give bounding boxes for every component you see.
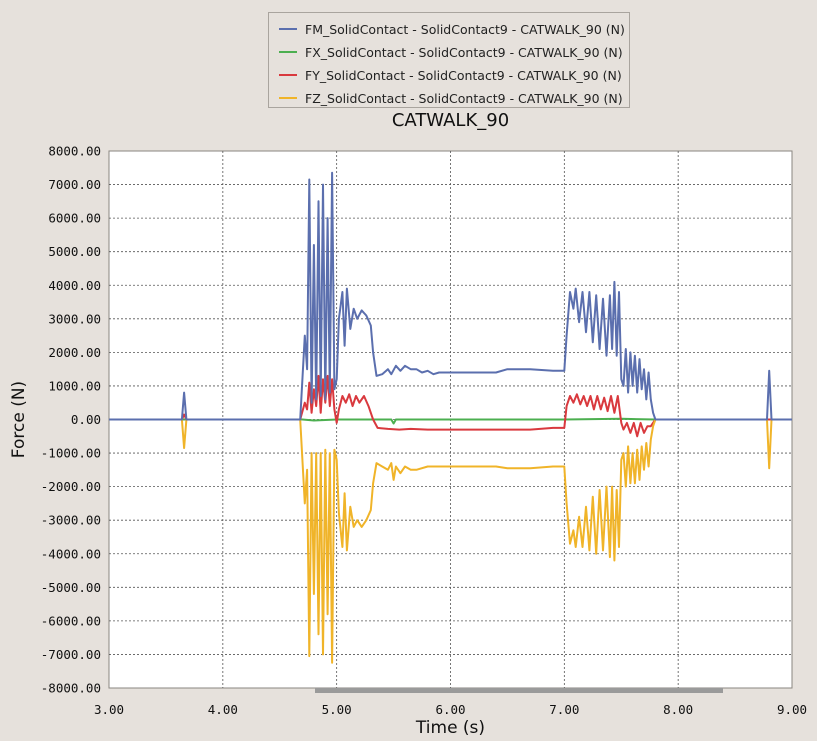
y-tick-label: -4000.00 [41, 546, 101, 561]
chart-title: CATWALK_90 [391, 110, 510, 131]
x-tick-label: 3.00 [94, 702, 124, 717]
x-tick-label: 6.00 [435, 702, 465, 717]
legend: FM_SolidContact - SolidContact9 - CATWAL… [268, 12, 630, 108]
y-axis-label: Force (N) [9, 381, 29, 458]
y-tick-label: -6000.00 [41, 613, 101, 628]
x-tick-label: 9.00 [777, 702, 807, 717]
y-tick-label: 1000.00 [48, 378, 101, 393]
x-tick-label: 7.00 [549, 702, 579, 717]
y-axis-ticks: 8000.00 7000.00 6000.00 5000.00 4000.00 3000.… [41, 144, 101, 696]
y-tick-label: 6000.00 [48, 211, 101, 226]
legend-item-fy[interactable]: FY_SolidContact - SolidContact9 - CATWAL… [279, 65, 622, 85]
y-tick-label: -7000.00 [41, 647, 101, 662]
series-line-fx [109, 417, 792, 425]
legend-swatch-fz [279, 97, 297, 99]
y-tick-label: 7000.00 [48, 177, 101, 192]
y-tick-label: 5000.00 [48, 244, 101, 259]
legend-item-fm[interactable]: FM_SolidContact - SolidContact9 - CATWAL… [279, 19, 625, 39]
x-tick-label: 8.00 [663, 702, 693, 717]
legend-item-fz[interactable]: FZ_SolidContact - SolidContact9 - CATWAL… [279, 88, 623, 108]
series-lines [109, 171, 792, 664]
series-line-fy [109, 374, 792, 438]
y-tick-label: -1000.00 [41, 446, 101, 461]
y-tick-label: 2000.00 [48, 345, 101, 360]
y-tick-label: -5000.00 [41, 580, 101, 595]
legend-label-fz: FZ_SolidContact - SolidContact9 - CATWAL… [305, 90, 623, 106]
legend-label-fy: FY_SolidContact - SolidContact9 - CATWAL… [305, 67, 622, 83]
y-tick-label: -3000.00 [41, 513, 101, 528]
y-tick-label: -2000.00 [41, 479, 101, 494]
legend-label-fm: FM_SolidContact - SolidContact9 - CATWAL… [305, 21, 625, 37]
x-axis-label: Time (s) [415, 718, 485, 738]
y-tick-label: 8000.00 [48, 144, 101, 159]
y-tick-label: 0.00 [71, 412, 101, 427]
series-line-fm [109, 171, 792, 421]
y-tick-label: -8000.00 [41, 681, 101, 696]
legend-swatch-fy [279, 74, 297, 76]
y-tick-label: 4000.00 [48, 278, 101, 293]
legend-label-fx: FX_SolidContact - SolidContact9 - CATWAL… [305, 44, 623, 60]
x-tick-label: 4.00 [208, 702, 238, 717]
x-tick-label: 5.00 [322, 702, 352, 717]
x-axis-ticks: 3.00 4.00 5.00 6.00 7.00 8.00 9.00 [94, 702, 807, 717]
series-line-fz [109, 418, 792, 664]
y-tick-label: 3000.00 [48, 311, 101, 326]
legend-swatch-fx [279, 51, 297, 53]
legend-swatch-fm [279, 28, 297, 30]
horizontal-scrollbar[interactable] [315, 688, 723, 693]
legend-item-fx[interactable]: FX_SolidContact - SolidContact9 - CATWAL… [279, 42, 623, 62]
